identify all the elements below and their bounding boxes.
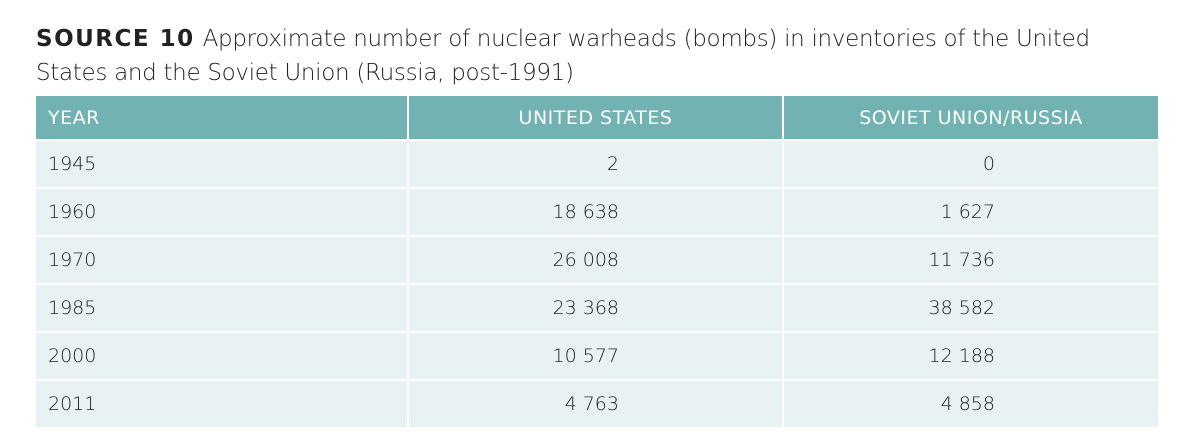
table-row: 1985 23 368 38 582	[36, 283, 1158, 332]
value-cell: 4 763	[407, 379, 783, 427]
value-cell: 10 577	[407, 331, 783, 380]
value-cell: 11 736	[782, 235, 1158, 284]
year-cell: 1985	[36, 283, 408, 332]
table-body: 1945 2 0 1960 18 638 1 627 1970 26 008 11 736 198…	[36, 139, 1158, 427]
title: Approximate number of nuclear warheads (…	[36, 26, 1090, 86]
year-cell: 1945	[36, 139, 408, 188]
header-row: YEAR UNITED STATES SOVIET UNION/RUSSIA	[36, 96, 1158, 140]
value-cell: 38 582	[782, 283, 1158, 332]
table-row: 2000 10 577 12 188	[36, 331, 1158, 380]
year-cell: 1970	[36, 235, 408, 284]
value-cell: 0	[782, 139, 1158, 188]
data-table: YEAR UNITED STATES SOVIET UNION/RUSSIA 1…	[36, 96, 1158, 427]
year-cell: 2011	[36, 379, 408, 427]
value-cell: 26 008	[407, 235, 783, 284]
value-cell: 12 188	[782, 331, 1158, 380]
column-header: UNITED STATES	[407, 96, 783, 140]
header: SOURCE 10 Approximate number of nuclear w…	[36, 22, 1156, 90]
year-cell: 1960	[36, 187, 408, 236]
value-cell: 23 368	[407, 283, 783, 332]
column-header: YEAR	[36, 96, 408, 140]
table-row: 1970 26 008 11 736	[36, 235, 1158, 284]
value-cell: 18 638	[407, 187, 783, 236]
value-cell: 4 858	[782, 379, 1158, 427]
source-label: SOURCE 10	[36, 26, 195, 52]
year-cell: 2000	[36, 331, 408, 380]
column-header: SOVIET UNION/RUSSIA	[782, 96, 1158, 140]
table-row: 2011 4 763 4 858	[36, 379, 1158, 427]
table-row: 1945 2 0	[36, 139, 1158, 188]
table-row: 1960 18 638 1 627	[36, 187, 1158, 236]
value-cell: 1 627	[782, 187, 1158, 236]
value-cell: 2	[407, 139, 783, 188]
